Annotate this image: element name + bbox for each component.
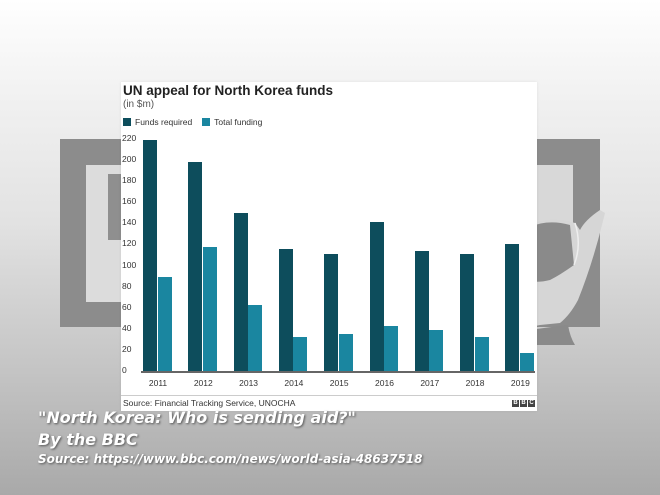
bar-funds-required-2019 <box>505 244 520 371</box>
bar-total-funding-2013 <box>248 304 263 371</box>
chart-title: UN appeal for North Korea funds <box>123 83 334 98</box>
x-tick-label: 2011 <box>148 378 168 388</box>
x-tick-label: 2018 <box>465 378 485 388</box>
bar-total-funding-2017 <box>429 329 444 371</box>
bar-total-funding-2019 <box>519 353 534 371</box>
bar-funds-required-2011 <box>143 140 157 371</box>
chart-legend: Funds required Total funding <box>123 117 272 127</box>
hand-icon <box>530 210 605 345</box>
legend-swatch-total-funding <box>202 118 211 126</box>
bar-total-funding-2014 <box>293 337 308 371</box>
y-tick-label: 0 <box>122 365 127 375</box>
caption-author: By the BBC <box>38 430 138 449</box>
chart-subtitle: (in $m) <box>123 99 155 110</box>
x-tick-label: 2013 <box>239 378 259 388</box>
y-tick-label: 20 <box>122 343 132 354</box>
y-tick-label: 80 <box>122 280 132 291</box>
x-tick-label: 2015 <box>329 378 349 388</box>
x-tick-label: 2019 <box>510 378 530 388</box>
y-tick-label: 140 <box>122 217 137 228</box>
bar-total-funding-2016 <box>384 325 398 371</box>
legend-label: Total funding <box>214 117 263 127</box>
bar-funds-required-2013 <box>233 212 248 371</box>
x-tick-label: 2012 <box>193 378 213 388</box>
bar-total-funding-2018 <box>474 337 489 371</box>
bar-funds-required-2015 <box>324 253 339 371</box>
bar-funds-required-2017 <box>414 250 429 371</box>
footer-divider <box>121 395 537 396</box>
bar-total-funding-2012 <box>202 246 217 371</box>
bar-funds-required-2016 <box>369 222 384 371</box>
bar-total-funding-2011 <box>157 277 172 371</box>
y-tick-label: 160 <box>122 196 137 207</box>
bar-funds-required-2014 <box>278 248 293 371</box>
bar-funds-required-2012 <box>188 162 203 371</box>
legend-item-funds-required: Funds required <box>123 117 192 127</box>
y-tick-label: 40 <box>122 322 132 333</box>
x-tick-label: 2016 <box>375 378 394 388</box>
y-tick-label: 120 <box>122 238 137 249</box>
legend-item-total-funding: Total funding <box>202 117 262 127</box>
y-tick-label: 100 <box>122 259 137 270</box>
chart-card: UN appeal for North Korea funds (in $m) … <box>121 82 537 411</box>
bar-total-funding-2015 <box>338 334 353 371</box>
caption-source-url: Source: https://www.bbc.com/news/world-a… <box>38 452 423 466</box>
y-tick-label: 180 <box>122 175 137 186</box>
x-tick-label: 2014 <box>284 378 304 388</box>
bar-funds-required-2018 <box>460 253 475 371</box>
legend-swatch-funds-required <box>123 118 131 126</box>
x-axis-line <box>141 371 535 373</box>
y-tick-label: 60 <box>122 301 132 312</box>
chart-source: Source: Financial Tracking Service, UNOC… <box>123 398 296 408</box>
legend-label: Funds required <box>135 117 193 127</box>
chart-plot-area: 0 20 40 60 80 100 120 140 160 180 200 220 2011 2012 20… <box>121 82 537 411</box>
y-tick-label: 220 <box>122 133 137 143</box>
caption-title: "North Korea: Who is sending aid?" <box>38 408 356 427</box>
x-tick-label: 2017 <box>420 378 440 388</box>
y-tick-label: 200 <box>122 154 137 165</box>
